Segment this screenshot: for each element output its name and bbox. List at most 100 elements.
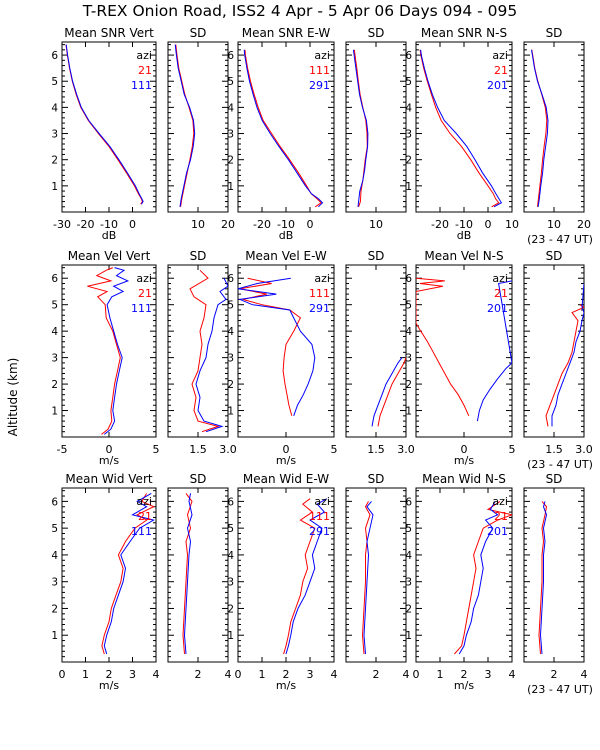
y-tick-label: 5: [227, 76, 234, 88]
x-tick-label: 3: [485, 668, 492, 681]
series-line-201-blue: [551, 283, 584, 427]
panel-snr_ew: Mean SNR E-W 1 2 3 4 5 6 -20 -10 0 dB azi 111 291: [227, 26, 335, 242]
series-line-111-red: [239, 277, 302, 416]
legend-entry-21: 21: [138, 287, 152, 300]
x-tick-label: 10: [369, 218, 383, 231]
time-range-note: (23 - 47 UT): [527, 233, 593, 246]
time-range-note: (23 - 47 UT): [527, 458, 593, 471]
y-tick-label: 6: [51, 273, 58, 285]
altitude-axis-label: Altitude (km): [6, 358, 20, 437]
y-tick-label: 2: [227, 155, 234, 167]
y-tick-label: 5: [405, 523, 412, 535]
y-tick-label: 4: [405, 326, 412, 338]
panel-title: Mean Vel Vert: [68, 249, 151, 263]
panel-title: Mean SNR Vert: [64, 26, 154, 40]
x-tick-label: 4: [331, 668, 338, 681]
legend-azi-label: azi: [492, 49, 508, 62]
y-tick-label: 6: [51, 496, 58, 508]
y-tick-label: 3: [227, 129, 234, 141]
series-line-111-red: [377, 357, 406, 427]
legend-azi-label: azi: [136, 272, 152, 285]
legend-entry-201: 201: [487, 525, 508, 538]
x-axis-label: m/s: [454, 679, 474, 692]
y-tick-label: 3: [405, 577, 412, 589]
series-line-111-red: [283, 498, 316, 655]
series-line-201-blue: [420, 49, 503, 208]
legend-entry-201: 201: [487, 79, 508, 92]
panel-title: Mean Vel E-W: [245, 249, 327, 263]
y-tick-label: 3: [227, 577, 234, 589]
x-axis-label: m/s: [276, 679, 296, 692]
y-tick-label: 3: [51, 129, 58, 141]
y-tick-label: 4: [51, 326, 58, 338]
plot-frame: [167, 41, 229, 213]
panel-title: Mean Wid N-S: [422, 472, 506, 486]
x-tick-label: 3.0: [575, 443, 593, 456]
series-line-111-blue: [183, 493, 193, 655]
y-tick-label: 6: [227, 273, 234, 285]
y-tick-label: 2: [227, 603, 234, 615]
panel-title: SD: [190, 26, 207, 40]
legend-entry-21: 21: [138, 64, 152, 77]
x-tick-label: 3: [307, 668, 314, 681]
series-line-201-blue: [476, 280, 512, 422]
legend-entry-111: 111: [131, 302, 152, 315]
y-tick-label: 5: [51, 300, 58, 312]
panel-snr_ew_sd: SD 10: [345, 26, 407, 231]
series-line-291-blue: [371, 357, 403, 427]
panel-title: SD: [190, 249, 207, 263]
x-axis-label: dB: [457, 229, 472, 242]
legend-entry-291: 291: [309, 79, 330, 92]
x-tick-label: 1: [259, 668, 266, 681]
legend-azi-label: azi: [314, 272, 330, 285]
x-tick-label: -10: [455, 218, 473, 231]
y-tick-label: 6: [227, 50, 234, 62]
x-tick-label: 0: [413, 668, 420, 681]
panel-wid_ew_sd: SD 2 4: [345, 472, 410, 681]
panel-snr_ns: Mean SNR N-S 1 2 3 4 5 6 -20 -10 0 10 dB azi 21 201: [405, 26, 519, 242]
x-tick-label: 1: [437, 668, 444, 681]
y-tick-label: 4: [405, 550, 412, 562]
y-tick-label: 3: [51, 353, 58, 365]
panel-title: SD: [368, 26, 385, 40]
x-tick-label: 3.0: [219, 443, 237, 456]
legend-azi-label: azi: [314, 495, 330, 508]
series-line-111-blue: [103, 267, 130, 435]
x-tick-label: 0: [129, 218, 136, 231]
x-tick-label: 2: [195, 668, 202, 681]
x-tick-label: -5: [57, 443, 68, 456]
y-tick-label: 4: [405, 102, 412, 114]
y-tick-label: 5: [227, 300, 234, 312]
panel-snr_vert: Mean SNR Vert 1 2 3 4 5 6 -30 -20 -10 0 dB azi 21 111: [51, 26, 157, 242]
x-tick-label: 0: [283, 443, 290, 456]
x-tick-label: 10: [191, 218, 205, 231]
x-tick-label: 20: [221, 218, 235, 231]
x-tick-label: 4: [153, 668, 160, 681]
series-line-201-blue: [539, 501, 548, 655]
panel-wid_vert_sd: SD 2 4: [167, 472, 232, 681]
legend-azi-label: azi: [492, 272, 508, 285]
series-line-291-blue: [238, 277, 316, 416]
y-tick-label: 6: [405, 496, 412, 508]
panel-title: SD: [368, 472, 385, 486]
panel-wid_ew: Mean Wid E-W 1 2 3 4 5 6 0 1 2 3 4 m/s azi 111 291: [227, 472, 337, 692]
x-axis-label: dB: [102, 229, 117, 242]
x-tick-label: -20: [77, 218, 95, 231]
panel-vel_ew_sd: SD 1.5 3.0: [345, 249, 415, 456]
y-tick-label: 4: [227, 326, 234, 338]
y-tick-label: 1: [227, 181, 234, 193]
y-tick-label: 5: [51, 76, 58, 88]
x-tick-label: 20: [577, 218, 591, 231]
series-line-201-blue: [531, 49, 549, 207]
y-tick-label: 1: [405, 630, 412, 642]
x-tick-label: 0: [59, 668, 66, 681]
series-line-21-red: [454, 500, 512, 655]
x-axis-label: m/s: [276, 454, 296, 467]
x-tick-label: 1: [82, 668, 89, 681]
series-line-21-red: [531, 49, 548, 207]
panel-title: Mean Wid Vert: [65, 472, 152, 486]
x-tick-label: 4: [403, 668, 410, 681]
x-tick-label: 0: [235, 668, 242, 681]
x-tick-label: 5: [331, 443, 338, 456]
